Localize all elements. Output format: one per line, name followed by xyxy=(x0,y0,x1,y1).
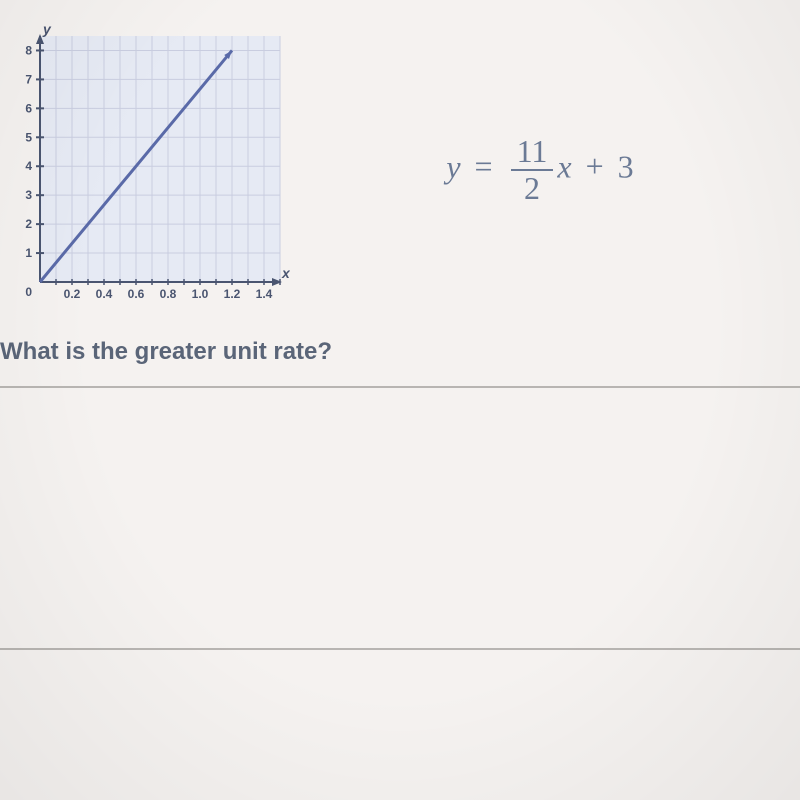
svg-text:0.2: 0.2 xyxy=(64,287,81,301)
equation-eq: = xyxy=(475,148,493,184)
graph-container: 1 2 3 4 5 6 7 8 0.2 0.4 0.6 0.8 1.0 1.2 1.4 0 y x xyxy=(10,20,310,320)
svg-text:2: 2 xyxy=(25,217,32,231)
svg-text:1.2: 1.2 xyxy=(224,287,241,301)
svg-text:0: 0 xyxy=(25,285,32,299)
content-row: 1 2 3 4 5 6 7 8 0.2 0.4 0.6 0.8 1.0 1.2 1.4 0 y x y = 11 … xyxy=(0,0,800,320)
svg-text:1: 1 xyxy=(25,246,32,260)
divider-2 xyxy=(0,648,800,650)
equation-plus: + xyxy=(586,148,604,184)
svg-text:1.4: 1.4 xyxy=(256,287,273,301)
line-graph: 1 2 3 4 5 6 7 8 0.2 0.4 0.6 0.8 1.0 1.2 1.4 0 y x xyxy=(10,20,290,310)
equation: y = 11 2 x + 3 xyxy=(310,134,800,206)
equation-var: x xyxy=(557,148,571,184)
answer-area xyxy=(0,388,800,648)
svg-text:0.6: 0.6 xyxy=(128,287,145,301)
svg-text:0.4: 0.4 xyxy=(96,287,113,301)
svg-text:x: x xyxy=(281,265,290,281)
equation-denominator: 2 xyxy=(511,171,554,206)
svg-text:y: y xyxy=(42,21,52,37)
svg-text:3: 3 xyxy=(25,188,32,202)
svg-text:5: 5 xyxy=(25,130,32,144)
question-text: What is the greater unit rate? xyxy=(0,338,800,386)
equation-lhs: y xyxy=(446,148,460,184)
equation-numerator: 11 xyxy=(511,134,554,171)
svg-text:4: 4 xyxy=(25,159,32,173)
svg-text:0.8: 0.8 xyxy=(160,287,177,301)
svg-text:7: 7 xyxy=(25,72,32,86)
svg-text:8: 8 xyxy=(25,43,32,57)
equation-constant: 3 xyxy=(618,148,634,184)
svg-text:1.0: 1.0 xyxy=(192,287,209,301)
equation-fraction: 11 2 xyxy=(511,134,554,206)
svg-text:6: 6 xyxy=(25,101,32,115)
